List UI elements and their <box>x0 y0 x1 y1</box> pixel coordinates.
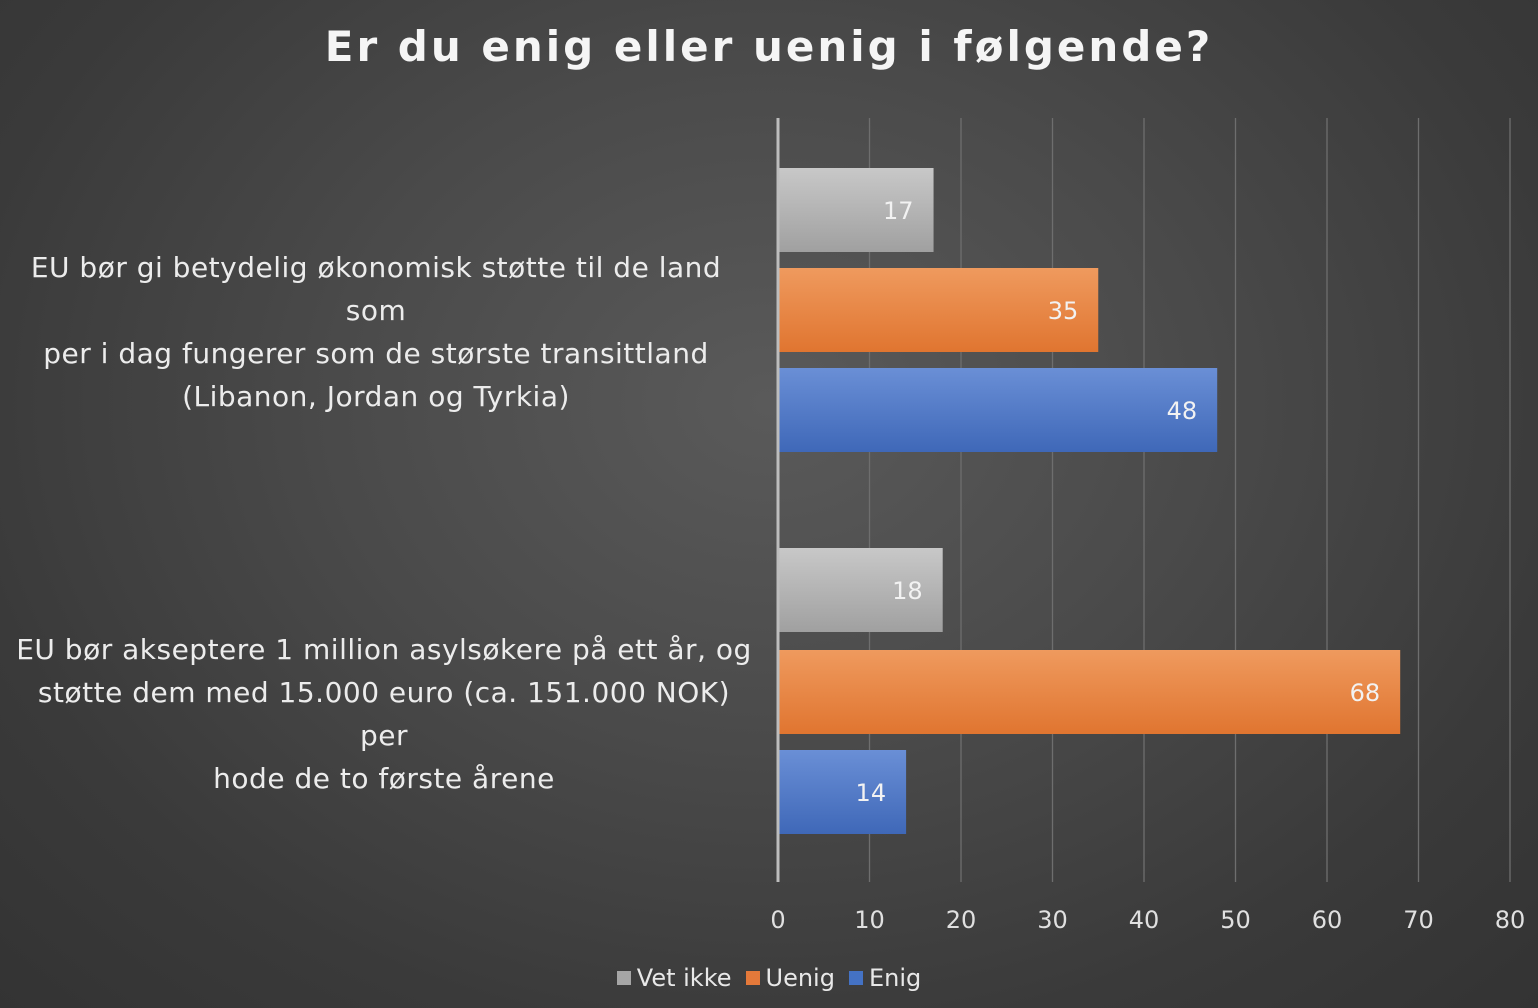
bar-vet-ikke-cat2 <box>778 548 943 632</box>
x-tick-label-0: 0 <box>770 906 785 934</box>
legend-item-enig: Enig <box>848 964 922 992</box>
bar-uenig-cat2 <box>778 650 1401 734</box>
data-label-enig-cat2: 14 <box>856 779 887 807</box>
category-label-2-line-1: EU bør akseptere 1 million asylsøkere på… <box>16 633 752 666</box>
x-tick-label-80: 80 <box>1495 906 1526 934</box>
legend-label: Vet ikke <box>636 964 732 992</box>
bar-vet-ikke-cat1 <box>778 168 934 252</box>
category-label-1-line-2: per i dag fungerer som de største transi… <box>43 337 709 370</box>
x-tick-label-70: 70 <box>1403 906 1434 934</box>
legend-item-vet-ikke: Vet ikke <box>616 964 732 992</box>
legend-label: Enig <box>868 964 922 992</box>
bar-enig-cat1 <box>778 368 1218 452</box>
category-label-1-line-1: EU bør gi betydelig økonomisk støtte til… <box>30 251 722 327</box>
x-tick-label-50: 50 <box>1220 906 1251 934</box>
legend-swatch <box>616 971 631 985</box>
legend-swatch <box>745 971 760 985</box>
category-label-1-line-3: (Libanon, Jordan og Tyrkia) <box>182 380 570 413</box>
legend: Vet ikke Uenig Enig <box>0 964 1538 992</box>
chart-title: Er du enig eller uenig i følgende? <box>324 22 1214 71</box>
data-label-enig-cat1: 48 <box>1167 397 1198 425</box>
data-label-uenig-cat2: 68 <box>1350 679 1381 707</box>
legend-item-uenig: Uenig <box>745 964 835 992</box>
legend-swatch <box>848 971 863 985</box>
category-label-2: EU bør akseptere 1 million asylsøkere på… <box>14 628 754 800</box>
bar-uenig-cat1 <box>778 268 1099 352</box>
x-tick-label-40: 40 <box>1129 906 1160 934</box>
data-label-uenig-cat1: 35 <box>1048 297 1079 325</box>
category-label-1: EU bør gi betydelig økonomisk støtte til… <box>6 246 746 418</box>
x-tick-label-30: 30 <box>1037 906 1068 934</box>
category-label-2-line-2: støtte dem med 15.000 euro (ca. 151.000 … <box>37 676 731 752</box>
x-tick-label-20: 20 <box>946 906 977 934</box>
bar-enig-cat2 <box>778 750 907 834</box>
legend-label: Uenig <box>765 964 835 992</box>
category-label-2-line-3: hode de to første årene <box>213 762 555 795</box>
data-label-vet-ikke-cat1: 17 <box>883 197 914 225</box>
x-tick-label-60: 60 <box>1312 906 1343 934</box>
data-label-vet-ikke-cat2: 18 <box>892 577 923 605</box>
x-tick-label-10: 10 <box>854 906 885 934</box>
